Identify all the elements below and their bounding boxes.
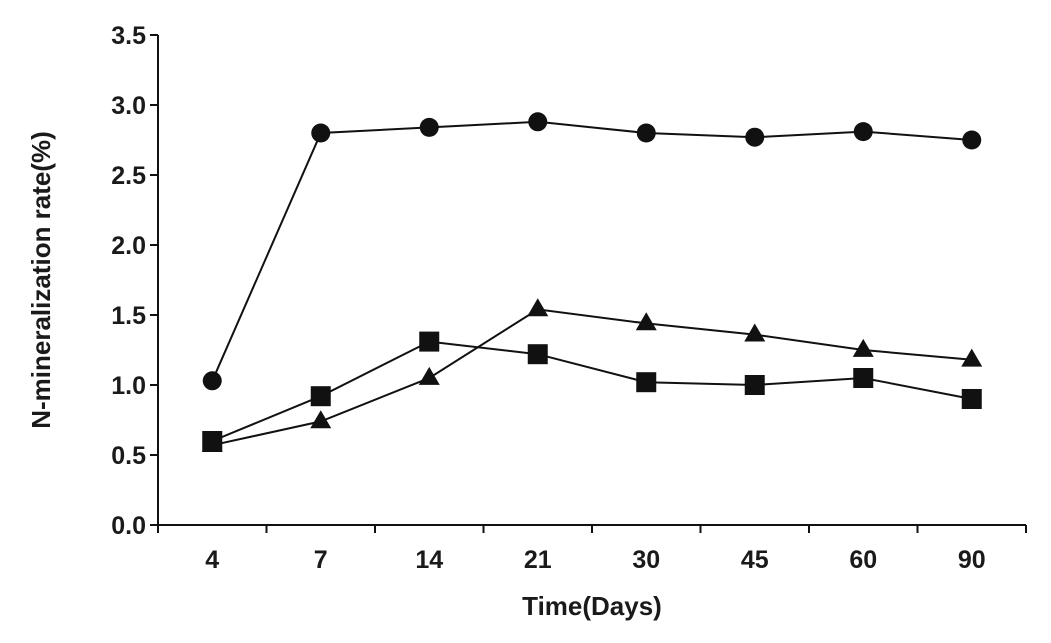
series-line [212,308,972,447]
data-point-circle [528,112,548,132]
data-point-square [961,389,982,409]
data-point-circle [636,123,656,143]
data-point-circle [311,123,331,143]
y-tick-label: 0.0 [111,512,146,540]
series-triangle [201,298,983,453]
x-tick-label: 30 [632,546,660,574]
y-tick-label: 0.5 [111,442,146,470]
data-point-triangle [961,348,983,367]
y-tick-label: 1.0 [111,372,146,400]
data-point-circle [962,130,982,150]
x-axis-title: Time(Days) [522,591,662,621]
x-tick-label: 4 [205,546,219,574]
y-tick-label: 2.5 [111,162,146,190]
y-tick-label: 3.0 [111,92,146,120]
series-line [211,340,972,442]
y-tick-label: 3.5 [111,22,146,50]
data-point-circle [853,122,873,142]
x-tick-label: 45 [741,546,769,574]
series-square [202,331,982,451]
data-point-circle [745,127,765,147]
data-point-square [310,386,331,407]
data-point-square [853,368,874,388]
x-tick-label: 90 [958,546,986,574]
data-point-triangle [744,323,766,342]
data-point-triangle [852,338,874,357]
x-tick-label: 14 [415,546,443,574]
x-tick-label: 60 [849,546,877,574]
data-point-square [744,375,765,395]
axes [157,35,1026,526]
data-point-square [419,331,440,352]
data-point-square [527,344,548,365]
y-ticks: 0.0 0.5 1.0 1.5 2.0 2.5 3.0 3.5 [111,22,158,540]
data-point-triangle [310,410,332,429]
y-tick-label: 2.0 [111,232,146,260]
x-tick-label: 21 [524,546,552,574]
data-point-circle [419,117,439,137]
data-point-triangle [527,298,549,317]
x-tick-label: 7 [314,546,328,574]
data-point-triangle [635,312,657,331]
data-point-triangle [201,434,223,453]
series-line [211,120,972,382]
data-point-triangle [418,366,440,385]
y-axis-title: N-mineralization rate(%) [26,131,56,429]
data-point-square [636,372,657,393]
series-layer [201,112,983,453]
y-tick-label: 1.5 [111,302,146,330]
data-point-circle [202,371,222,391]
x-ticks: 4 7 14 21 30 45 60 90 [157,525,1027,574]
series-circle [202,112,982,391]
